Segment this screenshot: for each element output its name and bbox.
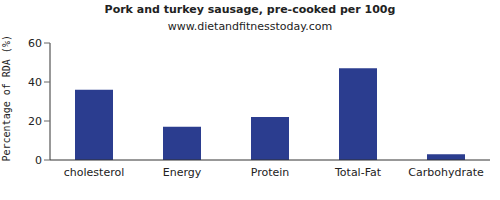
html-text:Pork and turkey sausage, pre-c: Pork and turkey sausage, pre-cooked per … <box>104 3 396 16</box>
svg-text:60: 60 <box>28 37 42 50</box>
svg-text:20: 20 <box>28 115 42 128</box>
svg-text:Protein: Protein <box>251 166 290 179</box>
svg-text:Percentage of RDA (%): Percentage of RDA (%) <box>8 35 12 161</box>
svg-text:0: 0 <box>35 154 42 167</box>
html-text:www.dietandfitnesstoday.com: www.dietandfitnesstoday.com <box>167 20 333 33</box>
svg-text:Carbohydrate: Carbohydrate <box>408 166 484 179</box>
svg-text:40: 40 <box>28 76 42 89</box>
svg-text:Total-Fat: Total-Fat <box>334 166 382 179</box>
svg-text:cholesterol: cholesterol <box>64 166 124 179</box>
svg-text:Energy: Energy <box>163 166 202 179</box>
